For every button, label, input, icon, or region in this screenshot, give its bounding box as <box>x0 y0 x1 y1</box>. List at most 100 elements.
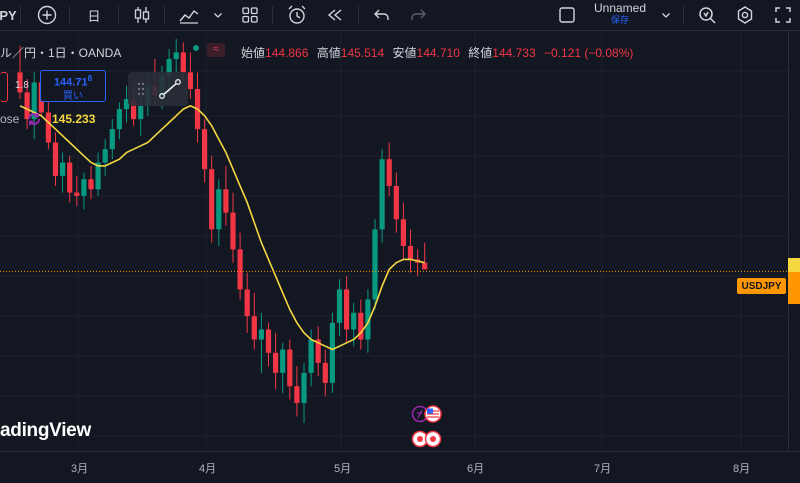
candles-icon <box>134 7 150 23</box>
sell-button[interactable] <box>0 72 8 102</box>
alarm-clock-icon <box>288 5 306 24</box>
toolbar-divider <box>69 6 70 24</box>
symbol-title[interactable]: ル／円・1日・OANDA <box>0 46 122 60</box>
candle-body <box>358 312 364 340</box>
candle-body <box>329 322 335 383</box>
floating-drawing-toolbar[interactable] <box>128 72 188 106</box>
close-label: 終値 <box>468 46 493 60</box>
candle-body <box>173 52 179 60</box>
candle <box>273 332 279 390</box>
close-value: 144.733 <box>492 46 536 60</box>
candle-body <box>315 339 321 363</box>
candle-body <box>95 162 101 190</box>
trend-line-icon[interactable] <box>158 78 182 100</box>
toolbar-divider <box>118 6 119 24</box>
undo-button[interactable] <box>370 2 394 28</box>
buy-button[interactable]: 144.718 買い <box>40 70 106 102</box>
toolbar-divider <box>164 6 165 24</box>
moving-average-line <box>19 104 425 351</box>
square-icon <box>559 7 575 23</box>
candle <box>173 39 179 73</box>
candle-body <box>237 249 243 290</box>
candle-body <box>67 162 73 193</box>
drag-handle-icon[interactable] <box>136 81 146 97</box>
candle <box>372 219 378 310</box>
candle <box>202 119 208 183</box>
chevron-down-icon <box>662 13 670 18</box>
candle <box>329 312 335 393</box>
high-label: 高値 <box>316 46 341 60</box>
buy-price: 144.71 <box>53 76 88 89</box>
indicators-button[interactable] <box>176 2 202 28</box>
undo-icon <box>374 9 389 20</box>
tradingview-watermark[interactable]: adingView <box>0 420 91 441</box>
layout-button[interactable] <box>238 2 262 28</box>
quick-search-button[interactable] <box>694 2 720 28</box>
approx-icon: ≈ <box>213 44 219 55</box>
candle <box>81 172 87 210</box>
price-chart[interactable] <box>0 31 788 451</box>
candle <box>237 232 243 300</box>
gear-icon <box>737 6 753 24</box>
candle-body <box>230 212 236 250</box>
layout-select-button[interactable] <box>555 2 579 28</box>
replay-button[interactable] <box>322 2 348 28</box>
rewind-icon <box>327 9 342 21</box>
candle-body <box>280 349 286 373</box>
candle <box>230 192 236 263</box>
candle <box>294 366 300 417</box>
layout-name[interactable]: Unnamed 保存 <box>585 2 655 26</box>
redo-button[interactable] <box>406 2 430 28</box>
candle <box>109 119 115 160</box>
buy-price-pip: 8 <box>87 74 93 83</box>
candle-body <box>365 299 371 340</box>
economic-event-icon[interactable] <box>411 430 445 448</box>
candle <box>258 312 264 373</box>
symbol-search-button[interactable]: PY <box>0 2 17 28</box>
chevron-down-icon <box>214 13 222 18</box>
alert-button[interactable] <box>284 2 310 28</box>
candle-body <box>31 82 37 120</box>
x-tick-label: 3月 <box>71 463 89 475</box>
price-axis[interactable] <box>788 31 800 451</box>
candle <box>116 102 122 140</box>
low-label: 安値 <box>392 46 417 60</box>
candle <box>17 45 23 100</box>
candle <box>251 292 257 350</box>
candle <box>95 152 101 196</box>
candle-body <box>407 246 414 260</box>
change-value: −0.121 (−0.08%) <box>544 46 634 60</box>
layout-dropdown-button[interactable] <box>658 2 674 28</box>
news-event-icon[interactable] <box>411 405 445 423</box>
indicator-name[interactable]: ose <box>0 112 20 126</box>
candle-body <box>180 52 186 73</box>
fullscreen-button[interactable] <box>770 2 796 28</box>
time-axis[interactable]: 3月 4月 5月 6月 7月 8月 <box>0 451 800 483</box>
candle-body <box>223 189 229 213</box>
refresh-icon[interactable] <box>26 111 42 127</box>
eye-dot-icon[interactable] <box>192 44 200 52</box>
x-tick-label: 7月 <box>594 463 612 475</box>
settings-button[interactable] <box>732 2 758 28</box>
candle-body <box>81 179 87 196</box>
indicators-dropdown-button[interactable] <box>210 2 226 28</box>
symbol-price-tag[interactable]: USDJPY <box>737 278 786 294</box>
candle-body <box>308 339 314 373</box>
high-value: 145.514 <box>340 46 385 60</box>
candle-body <box>45 112 51 143</box>
right-scale-marker <box>788 258 800 272</box>
candle <box>422 242 428 270</box>
candle <box>74 175 80 206</box>
chart-type-button[interactable] <box>130 2 154 28</box>
toolbar-divider <box>20 6 21 24</box>
candle-body <box>273 352 279 373</box>
indicators-icon <box>179 10 199 24</box>
search-icon <box>699 7 716 24</box>
candle-body <box>322 362 328 383</box>
interval-button[interactable]: 日 <box>82 2 106 28</box>
x-tick-label: 4月 <box>199 463 217 475</box>
candle-body <box>209 169 215 230</box>
market-status-badge[interactable]: ≈ <box>207 43 225 57</box>
candle-body <box>265 329 272 353</box>
compare-button[interactable] <box>34 2 60 28</box>
